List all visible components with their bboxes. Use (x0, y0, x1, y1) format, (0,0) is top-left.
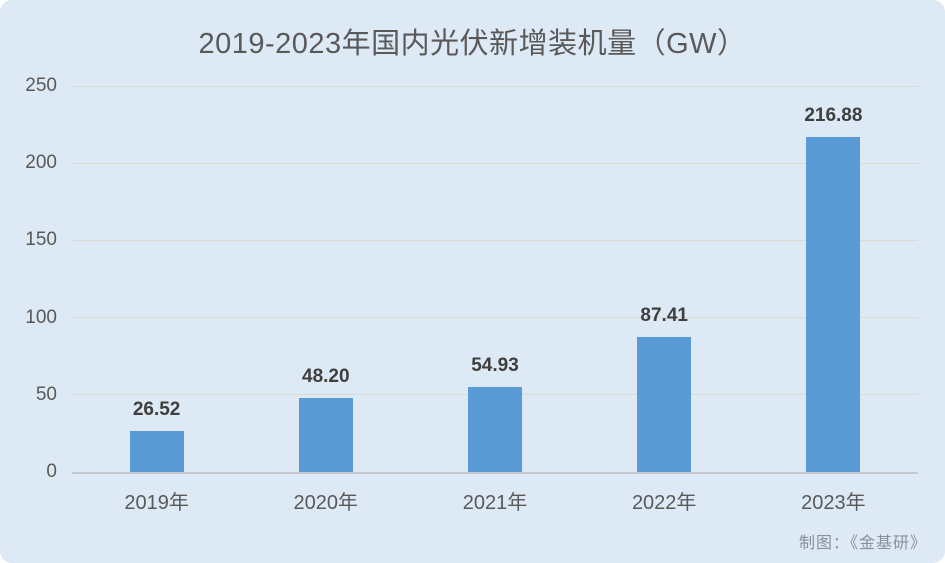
data-label: 54.93 (471, 355, 519, 377)
y-tick-label: 50 (35, 383, 57, 405)
data-label: 26.52 (132, 399, 181, 421)
gridline (72, 85, 918, 87)
bar-2022年 (637, 337, 692, 472)
data-label: 87.41 (640, 305, 688, 327)
data-label: 216.88 (804, 105, 863, 127)
bar-2023年 (806, 137, 861, 472)
y-tick-label: 200 (25, 152, 57, 174)
gridline (72, 317, 918, 319)
y-tick-label: 100 (25, 306, 57, 328)
gridline (72, 239, 918, 241)
data-label: 48.20 (302, 365, 350, 387)
x-tick-label: 2021年 (462, 492, 528, 514)
gridline (72, 162, 918, 164)
y-tick-label: 0 (46, 461, 57, 482)
bar-2019年 (129, 431, 184, 472)
chart-title: 2019-2023年国内光伏新增装机量（GW） (198, 28, 747, 60)
x-tick-label: 2022年 (631, 492, 697, 514)
attribution-text: 制图：《金基研》 (798, 535, 927, 552)
x-tick-label: 2020年 (293, 492, 359, 514)
x-tick-label: 2019年 (124, 492, 189, 514)
y-tick-label: 150 (25, 229, 57, 251)
x-axis-line (72, 472, 918, 474)
bar-2021年 (468, 387, 522, 472)
y-tick-label: 250 (25, 75, 57, 96)
bar-2020年 (298, 397, 353, 472)
x-tick-label: 2023年 (801, 492, 866, 514)
